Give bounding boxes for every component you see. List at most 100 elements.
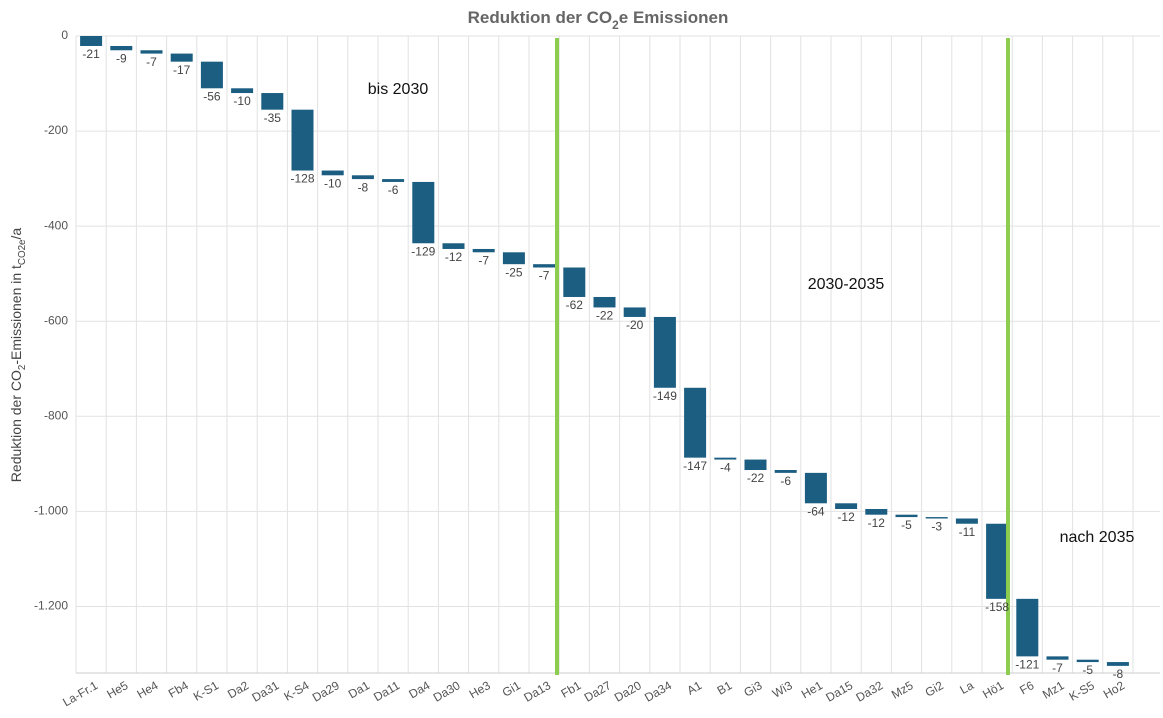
x-tick-label: Mz5 — [889, 678, 916, 702]
value-label: -20 — [626, 318, 644, 332]
value-label: -128 — [290, 172, 314, 186]
bar — [261, 93, 284, 110]
x-tick-label: A1 — [684, 678, 704, 698]
x-tick-label: Da31 — [250, 678, 282, 705]
x-tick-label: He3 — [467, 678, 493, 701]
y_label-part: Reduktion der CO — [8, 370, 24, 482]
x-tick-label: Gi1 — [500, 678, 523, 700]
value-label: -3 — [931, 520, 942, 534]
bar — [80, 36, 103, 46]
x-tick-label: Mz1 — [1040, 678, 1067, 702]
y-tick-label: -200 — [44, 123, 68, 137]
bar — [412, 181, 435, 244]
x-tick-label: Da2 — [225, 678, 251, 701]
y-tick-label: -1.000 — [34, 504, 68, 518]
y-axis-label: Reduktion der CO2-Emissionen in tCO2e/a — [8, 228, 28, 483]
value-label: -5 — [901, 518, 912, 532]
bar — [593, 296, 616, 308]
x-tick-label: B1 — [715, 678, 735, 698]
value-label: -121 — [1015, 658, 1039, 672]
x-tick-label: Fb4 — [166, 678, 191, 701]
bar — [804, 472, 827, 504]
value-label: -7 — [146, 55, 157, 69]
x-tick-label: Da15 — [823, 678, 855, 705]
x-tick-label: F6 — [1017, 678, 1036, 697]
x-tick-label: He1 — [799, 678, 825, 701]
value-label: -158 — [985, 600, 1009, 614]
value-label: -7 — [478, 253, 489, 267]
x-tick-label: Gi3 — [741, 678, 764, 700]
bar — [744, 459, 767, 471]
bar — [925, 517, 948, 519]
bar — [502, 252, 525, 265]
x-tick-label: Da11 — [371, 678, 402, 704]
bar — [1106, 662, 1129, 666]
value-label: -7 — [1052, 661, 1063, 675]
bar — [351, 175, 374, 180]
x-tick-label: Da30 — [431, 678, 463, 705]
title-part: e Emissionen — [619, 8, 729, 27]
phase-annotation: 2030-2035 — [808, 276, 885, 293]
bar — [684, 387, 707, 458]
bars — [80, 36, 1129, 666]
value-label: -12 — [868, 516, 886, 530]
x-tick-label: Da20 — [612, 678, 644, 705]
bar — [774, 470, 797, 473]
x-tick-label: Da34 — [642, 678, 674, 705]
x-tick-label: Da13 — [521, 678, 553, 705]
value-label: -17 — [173, 63, 191, 77]
bar — [110, 45, 133, 51]
x-tick-label: K-S1 — [191, 678, 221, 704]
title-part: Reduktion der CO — [468, 8, 613, 27]
value-label: -35 — [264, 111, 282, 125]
x-tick-label: He5 — [104, 678, 130, 701]
value-label: -8 — [1113, 667, 1124, 681]
bar — [382, 179, 405, 182]
value-label: -64 — [807, 504, 825, 518]
bar — [200, 61, 223, 89]
bar — [231, 88, 254, 94]
bar — [865, 508, 888, 515]
x-tick-label: Gi2 — [923, 678, 946, 700]
value-label: -11 — [959, 525, 976, 539]
x-tick-label: Da32 — [854, 678, 886, 705]
grid — [75, 35, 1160, 674]
bar — [1076, 659, 1099, 663]
y_label-part: -Emissionen in t — [8, 265, 24, 365]
bar — [563, 267, 586, 297]
x-tick-label: Da4 — [406, 678, 432, 701]
x-tick-label: Da1 — [346, 678, 372, 701]
y-tick-label: -600 — [44, 313, 68, 327]
y-tick-label: -800 — [44, 408, 68, 422]
value-label: -22 — [596, 309, 614, 323]
bar — [170, 53, 193, 62]
value-label: -129 — [411, 244, 435, 258]
bar — [472, 248, 495, 253]
y-tick-label: -400 — [44, 218, 68, 232]
bar — [895, 514, 918, 518]
bar — [955, 518, 978, 524]
y_label-part: /a — [8, 228, 24, 240]
value-label: -147 — [683, 459, 707, 473]
bar — [140, 50, 163, 54]
value-label: -25 — [505, 265, 523, 279]
value-label: -7 — [539, 269, 550, 283]
value-label: -22 — [747, 471, 765, 485]
x-tick-label: Wi3 — [770, 678, 795, 701]
x-tick-label: Fb1 — [558, 678, 583, 701]
x-tick-label: He4 — [135, 678, 161, 701]
y-tick-label: 0 — [61, 28, 68, 42]
value-label: -62 — [566, 298, 584, 312]
bar — [442, 243, 465, 249]
bar — [623, 307, 646, 317]
value-label: -12 — [445, 250, 463, 264]
bar — [291, 109, 314, 171]
bar — [321, 170, 344, 176]
value-label: -21 — [82, 47, 100, 61]
value-label: -8 — [358, 180, 369, 194]
x-tick-label: Da27 — [582, 678, 614, 705]
y_label-part: CO2e — [17, 239, 28, 265]
phase-annotation: nach 2035 — [1060, 529, 1135, 546]
value-label: -12 — [837, 510, 855, 524]
